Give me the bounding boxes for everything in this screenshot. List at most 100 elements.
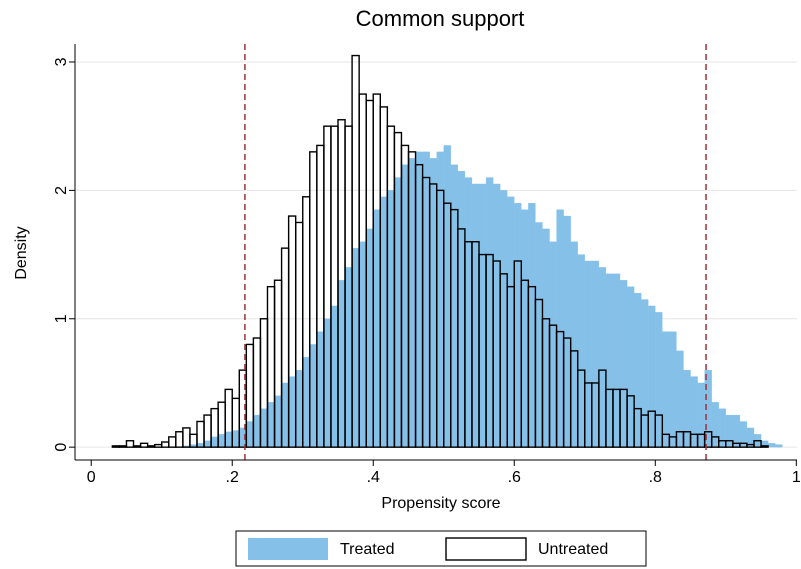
histogram-bar <box>358 241 367 448</box>
histogram-bar <box>690 376 698 448</box>
histogram-bar <box>225 431 233 448</box>
x-tick-label: 1 <box>792 469 801 486</box>
histogram-bar <box>344 267 353 448</box>
histogram-bar <box>380 196 388 448</box>
histogram-bar <box>485 177 494 448</box>
histogram-bar <box>500 190 508 448</box>
histogram-bar <box>626 286 635 448</box>
histogram-bar <box>182 427 191 448</box>
histogram-bar <box>366 228 374 448</box>
histogram-bar <box>274 395 282 448</box>
histogram-bar <box>570 241 578 448</box>
chart-title: Common support <box>356 6 525 31</box>
histogram-bar <box>549 241 557 448</box>
y-tick-label: 2 <box>53 186 70 195</box>
histogram-bar <box>584 260 592 448</box>
histogram-bar <box>457 170 466 448</box>
x-tick-label: 0 <box>87 469 96 486</box>
histogram-bar <box>612 273 621 448</box>
histogram-bar <box>168 436 177 448</box>
y-tick-label: 1 <box>53 314 70 323</box>
histogram-bar <box>450 164 459 448</box>
histogram-bar <box>753 440 762 448</box>
histogram-bar <box>118 445 128 448</box>
histogram-bar <box>725 414 733 448</box>
histogram-bar <box>641 299 649 448</box>
legend-label: Treated <box>340 541 395 558</box>
histogram-bar <box>697 382 705 448</box>
histogram-bar <box>577 254 585 448</box>
histogram-bar <box>415 151 423 448</box>
histogram-bar <box>422 151 430 448</box>
histogram-bar <box>514 203 522 448</box>
histogram-bar <box>619 280 628 448</box>
histogram-bar <box>111 445 121 448</box>
histogram-bar <box>203 440 212 448</box>
histogram-bar <box>309 344 317 448</box>
histogram-bar <box>492 183 501 448</box>
histogram-bar <box>139 442 149 448</box>
y-tick-label: 3 <box>53 57 70 66</box>
histogram-bar <box>732 414 741 448</box>
histogram-bar <box>464 177 473 448</box>
histogram-bar <box>232 430 240 448</box>
histogram-bar <box>683 369 691 448</box>
histogram-bar <box>654 414 664 448</box>
histogram-bar <box>556 209 564 448</box>
histogram-bar <box>767 443 776 448</box>
histogram-bar <box>132 445 142 448</box>
histogram-bar <box>471 183 480 448</box>
histogram-bar <box>387 190 395 448</box>
histogram-bar <box>605 273 614 448</box>
histogram-bar <box>443 145 451 448</box>
histogram-bar <box>408 158 416 448</box>
histogram-bar <box>507 196 515 448</box>
histogram-bar <box>153 443 163 448</box>
histogram-bar <box>246 421 254 448</box>
x-axis-label: Propensity score <box>381 495 500 512</box>
histogram-bar <box>676 350 684 448</box>
histogram-bar <box>542 228 550 448</box>
histogram-bar <box>394 177 402 448</box>
histogram-bar <box>373 209 381 448</box>
legend-label: Untreated <box>538 541 608 558</box>
x-tick-label: .8 <box>649 469 662 486</box>
histogram-bar <box>655 312 663 448</box>
x-tick-label: .4 <box>367 469 380 486</box>
histogram-bar <box>401 164 409 448</box>
histogram-bar <box>478 183 487 448</box>
histogram-bar <box>563 215 571 448</box>
histogram-bar <box>774 444 783 448</box>
legend-swatch <box>248 538 328 560</box>
histogram-bar <box>281 382 289 448</box>
histogram-bar <box>648 305 656 448</box>
legend-box <box>235 530 647 567</box>
histogram-bar <box>669 331 677 448</box>
y-axis-label: Density <box>13 226 30 279</box>
histogram-bar <box>146 445 156 448</box>
histogram-bar <box>217 434 226 448</box>
x-tick-label: .2 <box>226 469 239 486</box>
x-tick-label: .6 <box>508 469 521 486</box>
histogram-bar <box>351 247 360 448</box>
histogram-bar <box>316 331 325 448</box>
histogram-bar <box>323 318 332 448</box>
y-tick-label: 0 <box>53 443 70 452</box>
histogram-bar <box>295 369 303 448</box>
histogram-bar <box>535 222 543 448</box>
histogram-bar <box>711 402 719 448</box>
histogram-bar <box>760 445 769 448</box>
histogram-bar <box>337 280 346 448</box>
histogram-bar <box>633 292 642 448</box>
histogram-bar <box>288 376 296 448</box>
histogram-bar <box>598 267 607 448</box>
histogram-bar <box>429 158 437 448</box>
histogram-bar <box>302 357 310 448</box>
histogram-bar <box>662 331 670 448</box>
histogram-bar <box>521 209 529 448</box>
legend-swatch <box>445 537 527 561</box>
histogram-bar <box>528 203 536 448</box>
histogram-bar <box>210 436 219 448</box>
histogram-bar <box>125 440 135 448</box>
